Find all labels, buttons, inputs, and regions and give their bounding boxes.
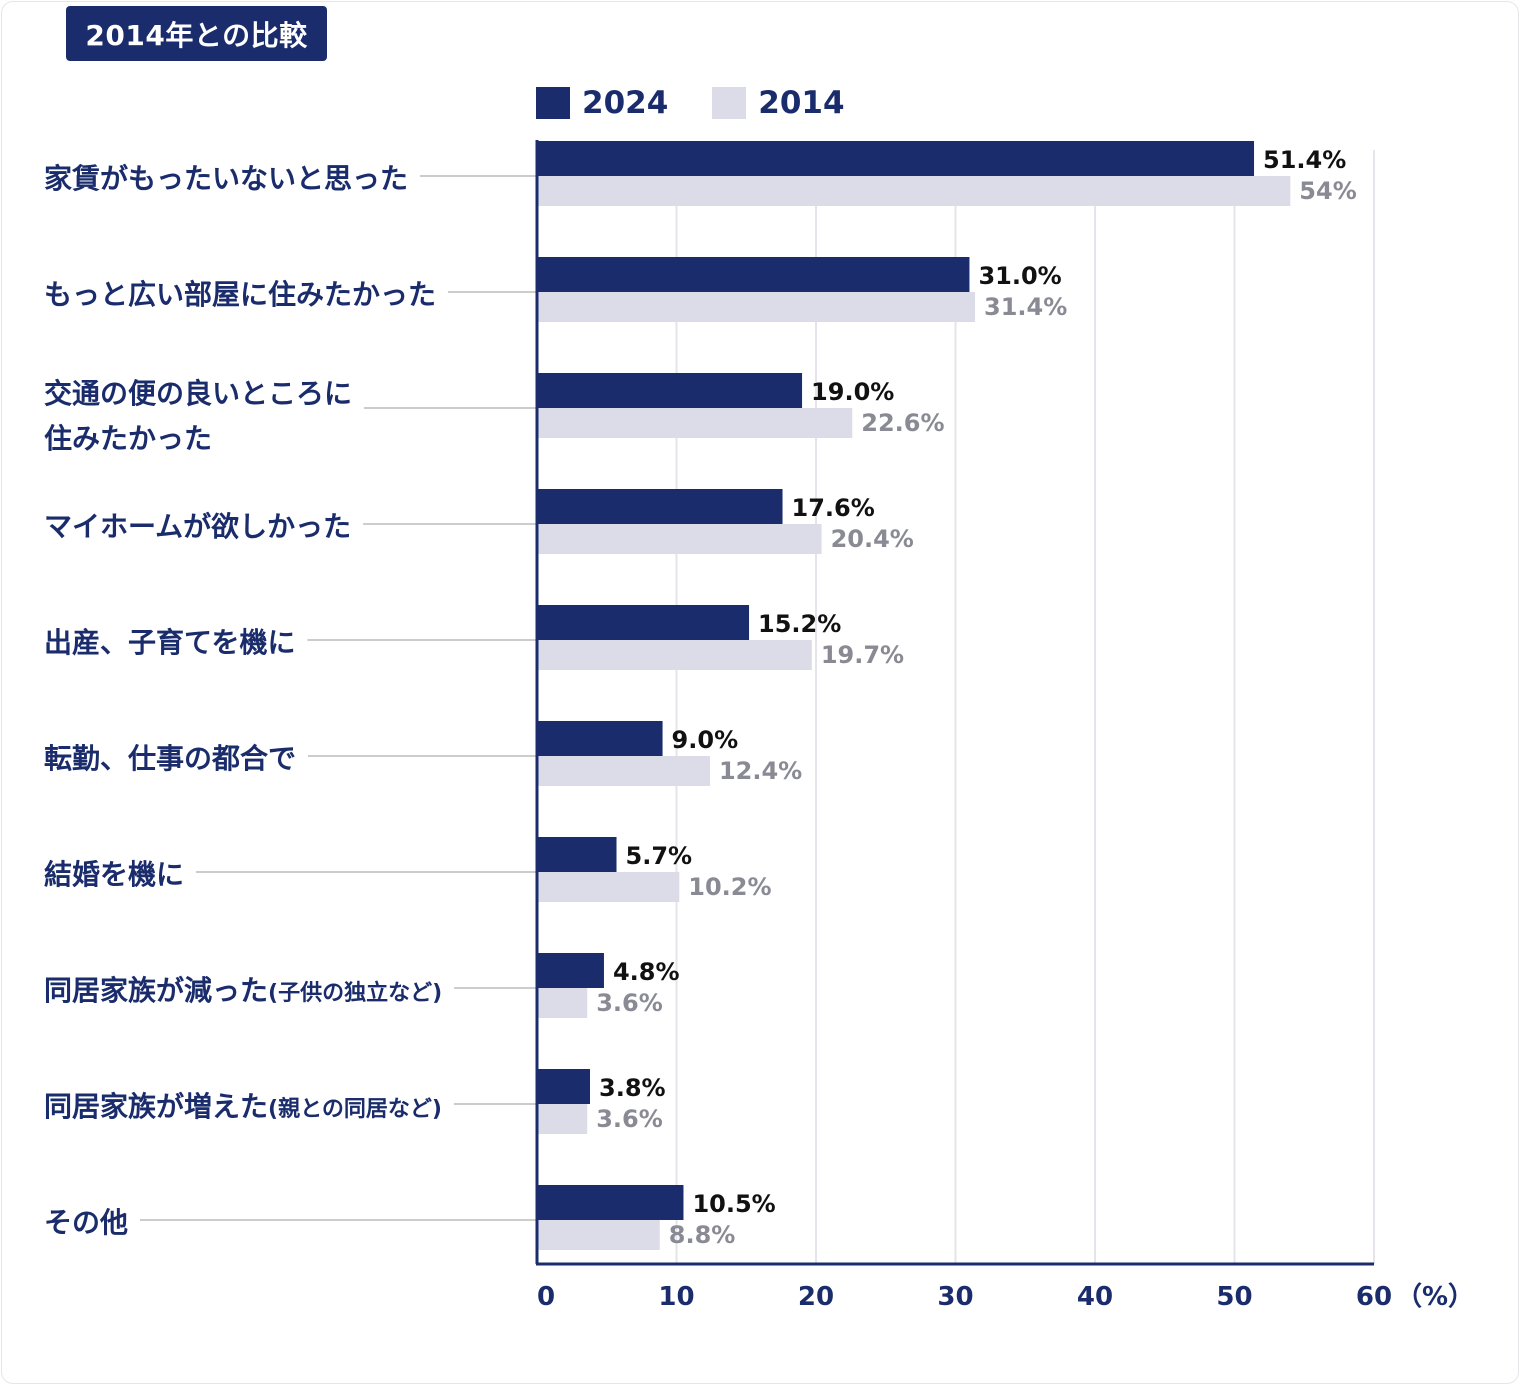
bar-2024-1: [537, 257, 970, 292]
value-label-2014-8: 3.6%: [596, 1105, 663, 1133]
value-label-2024-1: 31.0%: [978, 262, 1061, 290]
category-label-main: 交通の便の良いところに: [44, 377, 352, 410]
category-label-2-line2: 住みたかった: [44, 422, 212, 455]
bar-2014-1: [537, 292, 976, 322]
x-axis-unit-label: （%）: [1396, 1282, 1474, 1312]
value-label-2024-3: 17.6%: [792, 494, 875, 522]
category-label-7: 同居家族が減った(子供の独立など): [44, 974, 442, 1007]
category-label-4: 出産、子育てを機に: [44, 626, 295, 659]
category-label-6: 結婚を機に: [44, 858, 184, 891]
category-label-2: 交通の便の良いところに: [44, 377, 352, 410]
category-label-8: 同居家族が増えた(親との同居など): [44, 1090, 442, 1123]
category-label-0: 家賃がもったいないと思った: [44, 162, 408, 195]
bar-2024-5: [537, 721, 663, 756]
bar-2024-6: [537, 837, 617, 872]
bar-2014-3: [537, 524, 822, 554]
value-label-2014-5: 12.4%: [719, 757, 802, 785]
x-tick-label-50: 50: [1216, 1282, 1252, 1312]
legend-swatch-2014: [712, 87, 747, 119]
bar-2014-0: [537, 176, 1291, 206]
bar-2024-0: [537, 141, 1255, 176]
value-label-2024-2: 19.0%: [811, 378, 894, 406]
legend-swatch-2024: [536, 87, 570, 119]
bar-2024-4: [537, 605, 750, 640]
x-tick-label-10: 10: [658, 1282, 694, 1312]
bar-2014-6: [537, 872, 680, 902]
chart-title-tab: 2014年との比較: [66, 6, 327, 61]
value-label-2024-9: 10.5%: [692, 1190, 775, 1218]
legend-item-2024: 2024: [536, 85, 668, 121]
category-label-main: 家賃がもったいないと思った: [44, 162, 408, 195]
value-label-2014-7: 3.6%: [596, 989, 663, 1017]
value-label-2024-7: 4.8%: [613, 958, 680, 986]
category-label-5: 転勤、仕事の都合で: [44, 742, 296, 775]
category-label-main: 結婚を機に: [44, 858, 184, 891]
bar-2024-8: [537, 1069, 591, 1104]
value-label-2014-1: 31.4%: [984, 293, 1067, 321]
bar-2024-7: [537, 953, 604, 988]
x-tick-label-60: 60: [1356, 1282, 1392, 1312]
value-label-2014-2: 22.6%: [861, 409, 944, 437]
bar-2024-2: [537, 373, 803, 408]
bar-2014-2: [537, 408, 853, 438]
legend-item-2014: 2014: [712, 85, 845, 121]
category-label-note: (子供の独立など): [268, 980, 442, 1006]
bar-2014-4: [537, 640, 812, 670]
legend-label-2024: 2024: [582, 85, 669, 121]
value-label-2024-0: 51.4%: [1263, 146, 1346, 174]
x-tick-label-0: 0: [537, 1282, 555, 1312]
category-label-main: 同居家族が増えた: [44, 1090, 268, 1123]
value-label-2014-6: 10.2%: [688, 873, 771, 901]
value-label-2014-3: 20.4%: [831, 525, 914, 553]
value-label-2024-4: 15.2%: [758, 610, 841, 638]
bar-2024-9: [537, 1185, 684, 1220]
x-tick-label-20: 20: [798, 1282, 834, 1312]
category-label-main: その他: [44, 1206, 128, 1239]
value-label-2014-4: 19.7%: [821, 641, 904, 669]
bar-2014-8: [537, 1104, 588, 1134]
x-tick-label-30: 30: [937, 1282, 973, 1312]
bar-2014-7: [537, 988, 588, 1018]
category-label-main: 転勤、仕事の都合で: [44, 742, 296, 775]
category-label-main: 出産、子育てを機に: [44, 626, 295, 659]
value-label-2014-0: 54%: [1299, 177, 1356, 205]
category-label-main: 同居家族が減った: [44, 974, 268, 1007]
bar-2024-3: [537, 489, 783, 524]
x-tick-label-40: 40: [1077, 1282, 1113, 1312]
bar-2014-5: [537, 756, 710, 786]
legend-label-2014: 2014: [758, 85, 845, 121]
value-label-2024-8: 3.8%: [599, 1074, 666, 1102]
category-label-main: マイホームが欲しかった: [44, 510, 351, 543]
value-label-2024-6: 5.7%: [626, 842, 693, 870]
category-label-9: その他: [44, 1206, 128, 1239]
category-label-3: マイホームが欲しかった: [44, 510, 351, 543]
category-label-note: (親との同居など): [268, 1097, 442, 1122]
category-label-1: もっと広い部屋に住みたかった: [44, 278, 436, 311]
value-label-2024-5: 9.0%: [672, 726, 739, 754]
bar-2014-9: [537, 1220, 660, 1250]
value-label-2014-9: 8.8%: [669, 1221, 736, 1249]
category-label-main: もっと広い部屋に住みたかった: [44, 278, 436, 311]
legend: 2024 2014: [536, 85, 889, 121]
